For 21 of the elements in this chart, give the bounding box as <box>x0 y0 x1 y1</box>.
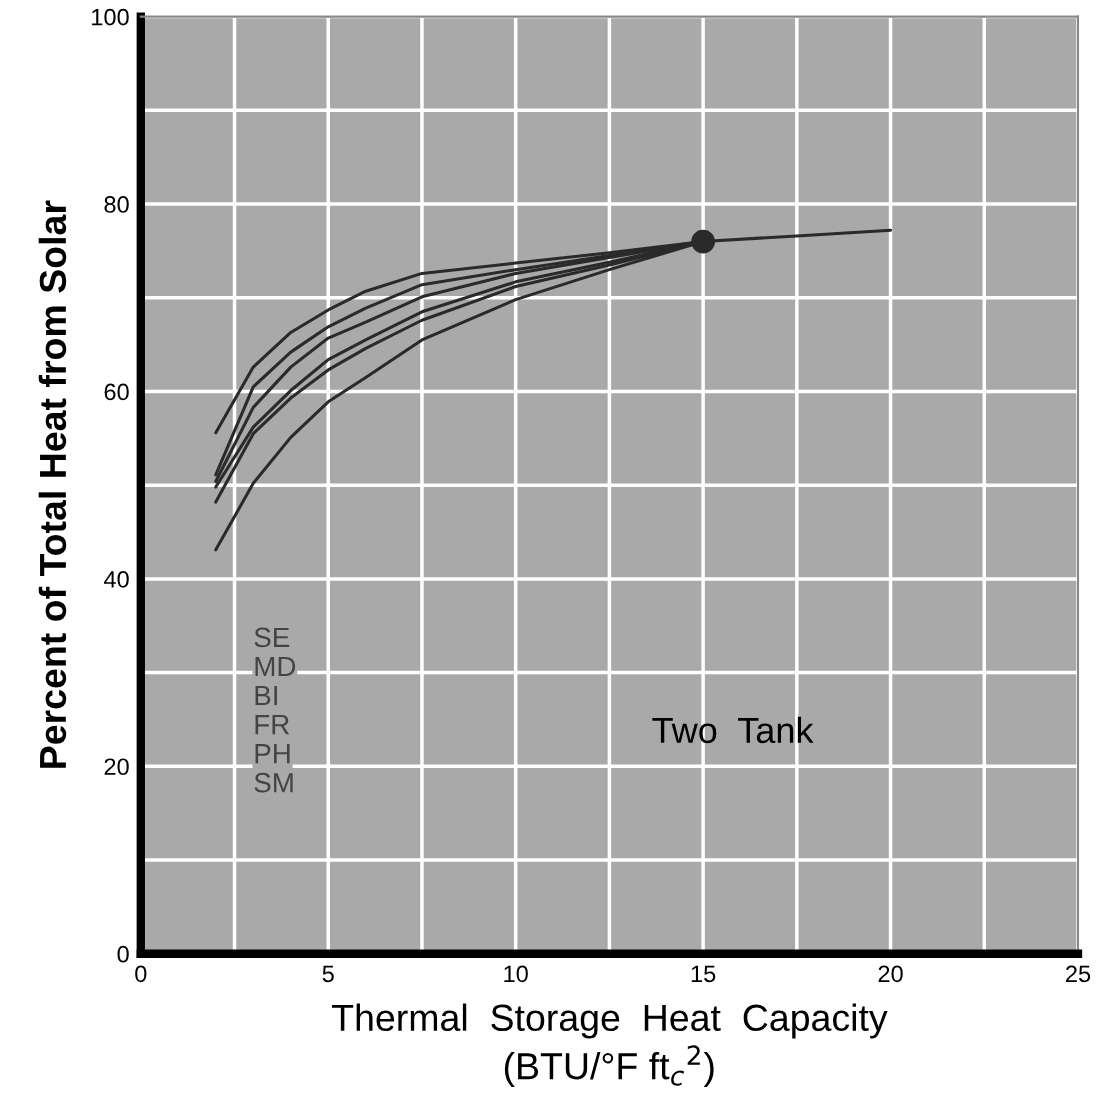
x-tick-label: 20 <box>878 965 903 983</box>
y-tick-label: 60 <box>104 383 129 401</box>
x-tick-label: 0 <box>135 965 147 983</box>
annotation: FR <box>255 715 289 735</box>
x-tick-label: 10 <box>504 965 528 983</box>
annotation: SE <box>254 627 290 648</box>
y-tick-label: 80 <box>104 196 129 213</box>
x-tick-label: 25 <box>1066 965 1091 983</box>
annotation: SM <box>254 772 293 793</box>
y-tick-label: 20 <box>104 758 129 776</box>
annotation: MD <box>255 656 296 677</box>
y-tick-label: 0 <box>117 945 129 963</box>
y-tick-label: 40 <box>103 570 129 588</box>
x-tick-label: 5 <box>322 965 334 983</box>
annotation: BI <box>255 685 277 706</box>
y-tick-label: 100 <box>92 8 129 26</box>
x-axis-title: Thermal Storage Heat Capacity (BTU/°F ft$_{c}$$^{2}$) <box>332 1003 888 1087</box>
annotation: Two Tank <box>652 716 814 744</box>
annotation: PH <box>255 744 290 764</box>
y-axis-title: Percent of Total Heat from Solar <box>38 200 67 768</box>
x-tick-label: 15 <box>691 965 716 983</box>
